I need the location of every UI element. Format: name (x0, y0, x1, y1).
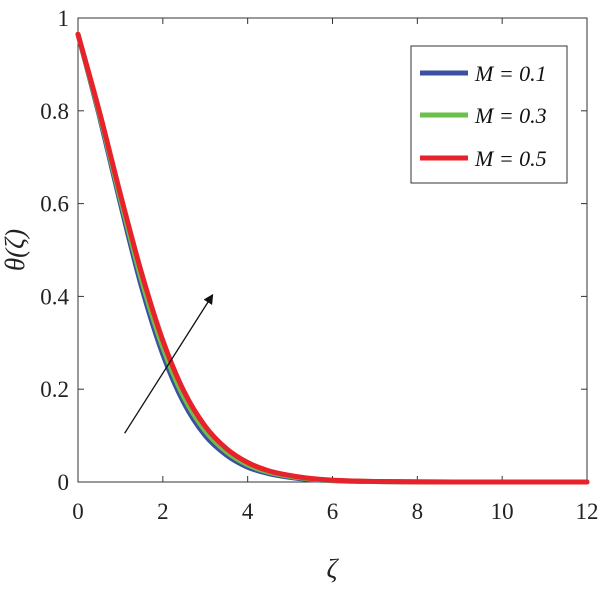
legend-label-m-0-5: M = 0.5 (474, 146, 547, 171)
series-layer (75, 31, 590, 485)
y-axis-label: θ(ζ) (0, 229, 30, 271)
x-tick-label: 10 (491, 499, 514, 524)
x-tick-label: 2 (157, 499, 169, 524)
x-axis: 0 2 4 6 8 10 12 (72, 18, 599, 524)
x-axis-label: ζ (327, 554, 340, 584)
x-tick-label: 8 (412, 499, 424, 524)
x-tick-label: 6 (327, 499, 339, 524)
series-line-m-0-5 (75, 31, 590, 485)
trend-arrow (124, 293, 214, 434)
legend-label-m-0-1: M = 0.1 (474, 61, 547, 86)
y-tick-label: 0.6 (40, 192, 69, 217)
x-tick-label: 12 (576, 499, 599, 524)
legend-label-m-0-3: M = 0.3 (474, 103, 547, 128)
plot-area: 0 2 4 6 8 10 12 0 0.2 0.4 0.6 0.8 1 (40, 6, 598, 524)
y-tick-label: 1 (58, 6, 70, 31)
legend: M = 0.1 M = 0.3 M = 0.5 (410, 45, 568, 184)
y-tick-label: 0.4 (40, 284, 69, 309)
y-tick-label: 0 (58, 470, 70, 495)
y-tick-label: 0.2 (40, 377, 69, 402)
x-tick-label: 0 (72, 499, 84, 524)
y-tick-label: 0.8 (40, 99, 69, 124)
x-tick-label: 4 (242, 499, 254, 524)
